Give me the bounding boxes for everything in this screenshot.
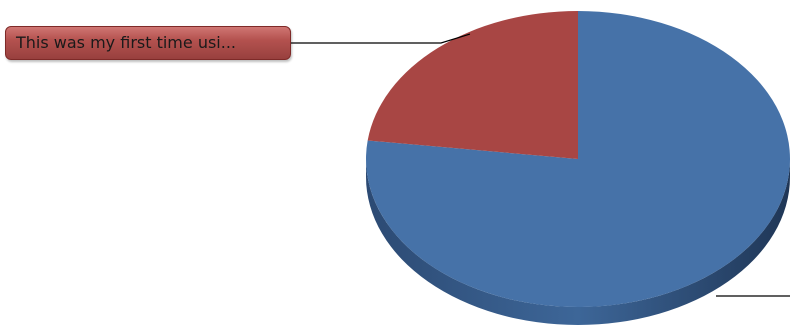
pie-slice-1	[367, 11, 578, 159]
leader-lines	[291, 33, 790, 297]
slice-label-first-time: This was my first time usi...	[5, 26, 291, 60]
leader-line-slice-1	[291, 33, 471, 44]
pie-slice-0	[366, 11, 790, 307]
pie-slices	[366, 11, 790, 307]
